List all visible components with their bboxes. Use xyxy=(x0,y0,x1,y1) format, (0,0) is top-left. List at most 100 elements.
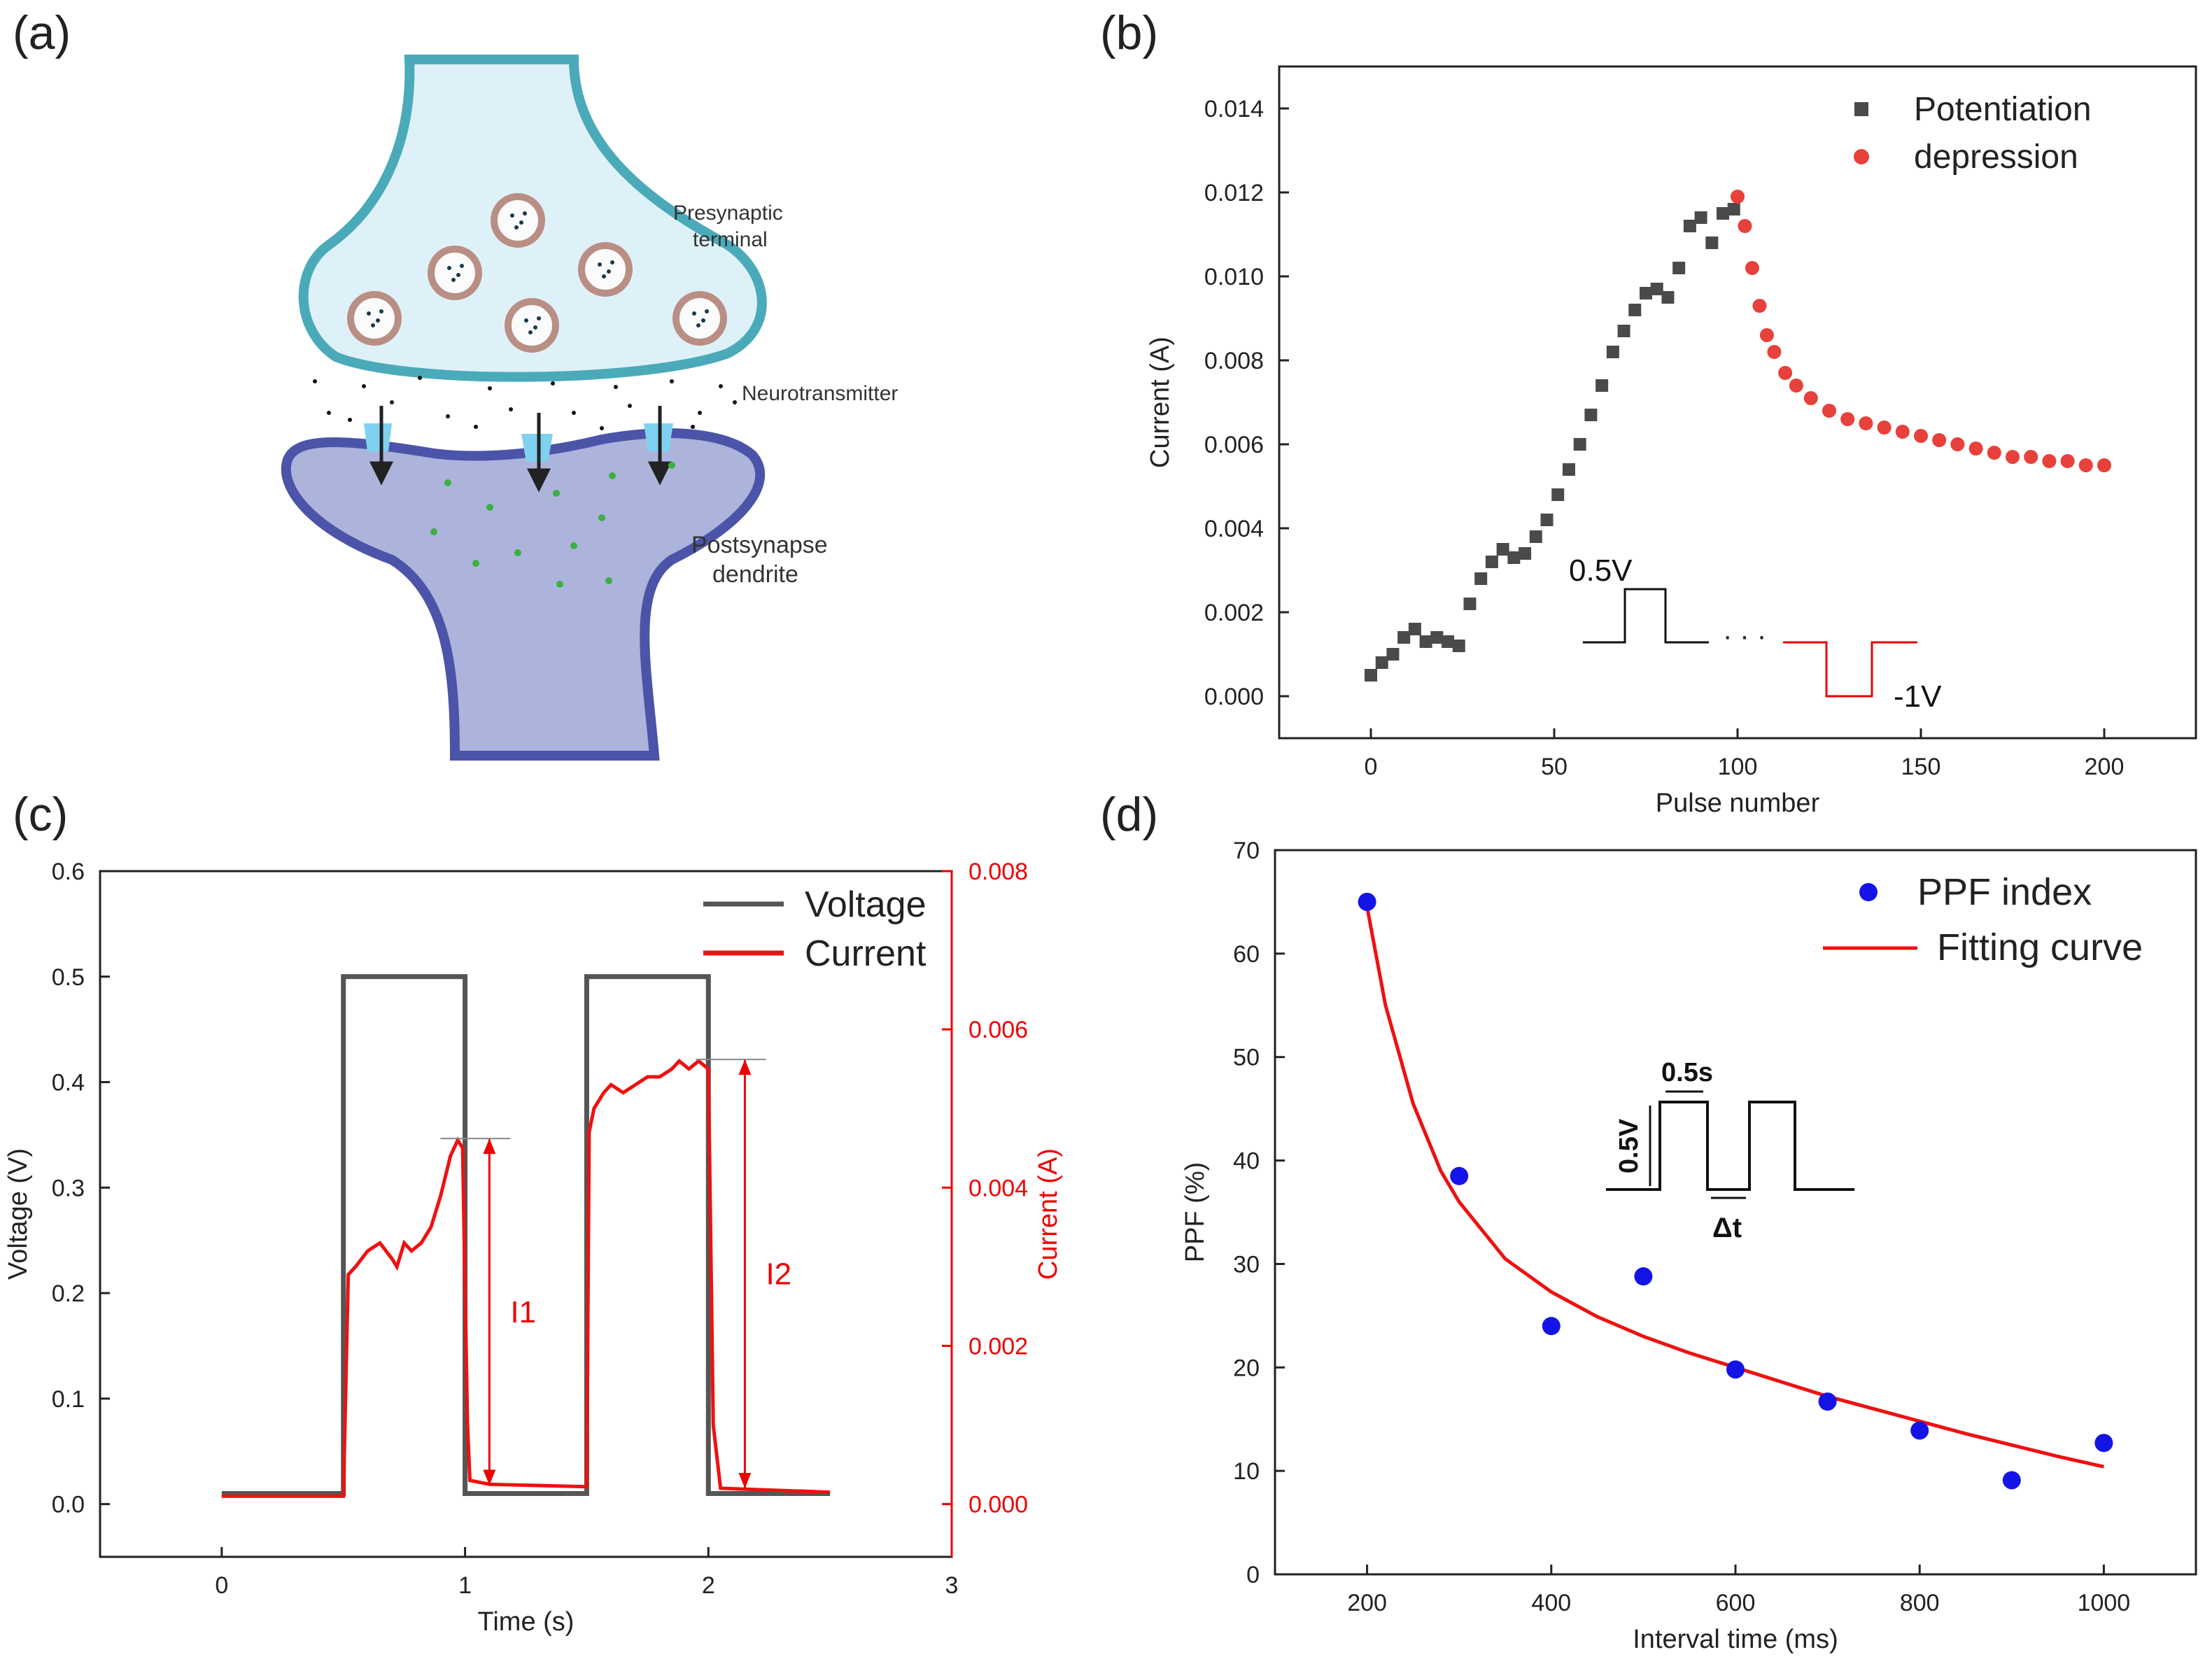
postsynapse-label-1: Postsynapse xyxy=(691,532,828,558)
inset-negative-pulse xyxy=(1783,641,1917,698)
potentiation-point xyxy=(1386,648,1400,661)
y-tick-label: 10 xyxy=(1233,1458,1260,1485)
depression-point xyxy=(2097,458,2111,472)
potentiation-point xyxy=(1650,283,1663,295)
neurotransmitter-dots xyxy=(313,376,737,430)
potentiation-point xyxy=(1485,556,1498,568)
depression-point xyxy=(1731,190,1745,204)
depression-point xyxy=(1932,433,1947,447)
y-tick-label: 60 xyxy=(1233,941,1260,968)
y-axis-label: Voltage (V) xyxy=(3,1148,33,1280)
potentiation-point xyxy=(1683,220,1696,232)
y-tick-label: 0.3 xyxy=(52,1175,85,1201)
ppf-point xyxy=(1910,1421,1929,1440)
right-y-tick-label: 0.006 xyxy=(968,1017,1028,1043)
y-tick-label: 0.4 xyxy=(52,1070,85,1096)
y-tick-label: 0.006 xyxy=(1204,432,1264,458)
potentiation-point xyxy=(1419,635,1432,648)
potentiation-point xyxy=(1397,631,1411,644)
depression-point xyxy=(2078,458,2093,472)
inset-positive-pulse xyxy=(1583,588,1709,644)
x-axis-label: Pulse number xyxy=(1656,789,1820,818)
current-line xyxy=(221,1058,831,1498)
x-tick-label: 800 xyxy=(1900,1590,1940,1616)
annotation-arrowhead-bottom xyxy=(738,1472,752,1488)
right-axis-label: Current (A) xyxy=(1034,1148,1063,1280)
depression-point xyxy=(1767,345,1782,359)
legend-marker-potentiation xyxy=(1854,102,1868,116)
ppf-point xyxy=(2002,1471,2021,1490)
depression-point xyxy=(1987,446,2001,460)
inset-label-voltage: 0.5V xyxy=(1614,1118,1644,1173)
voltage-line xyxy=(221,974,831,1497)
annotation-label: I2 xyxy=(766,1257,791,1292)
y-tick-label: 50 xyxy=(1233,1045,1260,1071)
panel-b-label: (b) xyxy=(1100,6,1159,59)
panel-d-label: (d) xyxy=(1100,788,1159,841)
potentiation-point xyxy=(1365,669,1377,682)
legend-label-voltage: Voltage xyxy=(805,884,927,925)
legend-marker-depression xyxy=(1854,149,1869,164)
potentiation-point xyxy=(1640,287,1652,299)
depression-point xyxy=(1789,379,1803,393)
potentiation-point xyxy=(1529,530,1542,543)
inset-label-width: 0.5s xyxy=(1661,1058,1713,1087)
depression-point xyxy=(1859,416,1873,430)
x-tick-label: 3 xyxy=(945,1572,959,1599)
inset-label-positive: 0.5V xyxy=(1569,553,1633,588)
depression-point xyxy=(1752,299,1767,313)
ppf-point xyxy=(1726,1360,1745,1379)
x-tick-label: 2 xyxy=(702,1572,715,1599)
x-axis-label: Interval time (ms) xyxy=(1633,1625,1838,1654)
depression-point xyxy=(1803,391,1818,405)
annotation-arrowhead-bottom xyxy=(483,1469,496,1485)
ppf-point xyxy=(1542,1317,1561,1336)
depression-point xyxy=(1745,261,1759,275)
legend-label-potentiation: Potentiation xyxy=(1914,91,2092,128)
inset-label-negative: -1V xyxy=(1894,679,1942,714)
x-tick-label: 200 xyxy=(2085,754,2125,780)
y-tick-label: 0.012 xyxy=(1204,180,1264,206)
potentiation-point xyxy=(1496,543,1509,556)
potentiation-point xyxy=(1442,635,1455,648)
neurotransmitter-label: Neurotransmitter xyxy=(742,382,898,405)
right-y-tick-label: 0.002 xyxy=(968,1333,1028,1360)
y-tick-label: 0.5 xyxy=(52,964,85,991)
panel-a-label: (a) xyxy=(13,6,71,59)
potentiation-point xyxy=(1606,346,1619,358)
right-y-tick-label: 0.008 xyxy=(968,859,1028,885)
postsynapse-label-2: dendrite xyxy=(712,561,798,588)
depression-point xyxy=(2042,454,2057,468)
ppf-point xyxy=(2094,1434,2113,1453)
x-tick-label: 150 xyxy=(1901,754,1941,780)
ppf-point xyxy=(1818,1392,1837,1411)
legend-label-fit: Fitting curve xyxy=(1937,926,2143,968)
legend-label-depression: depression xyxy=(1914,139,2078,176)
potentiation-point xyxy=(1672,262,1686,274)
potentiation-point xyxy=(1507,551,1521,564)
y-tick-label: 20 xyxy=(1233,1355,1260,1381)
x-tick-label: 0 xyxy=(1365,754,1378,780)
potentiation-point xyxy=(1661,291,1675,304)
depression-point xyxy=(1950,437,1965,451)
potentiation-point xyxy=(1705,237,1719,249)
potentiation-point xyxy=(1474,572,1488,585)
y-tick-label: 70 xyxy=(1233,838,1260,864)
legend-label-current: Current xyxy=(805,933,927,974)
depression-point xyxy=(2024,450,2038,464)
potentiation-point xyxy=(1595,379,1609,392)
depression-point xyxy=(1914,429,1928,443)
potentiation-point xyxy=(1551,488,1565,501)
potentiation-point xyxy=(1717,207,1730,220)
x-axis-label: Time (s) xyxy=(478,1607,575,1637)
potentiation-point xyxy=(1727,203,1740,216)
receptors xyxy=(364,423,673,462)
x-tick-label: 1 xyxy=(458,1572,472,1599)
vesicle-contents xyxy=(367,211,709,334)
y-tick-label: 0.000 xyxy=(1204,684,1264,710)
potentiation-point xyxy=(1617,325,1630,337)
y-tick-label: 0.2 xyxy=(52,1280,85,1307)
legend-marker-ppf xyxy=(1859,883,1878,901)
